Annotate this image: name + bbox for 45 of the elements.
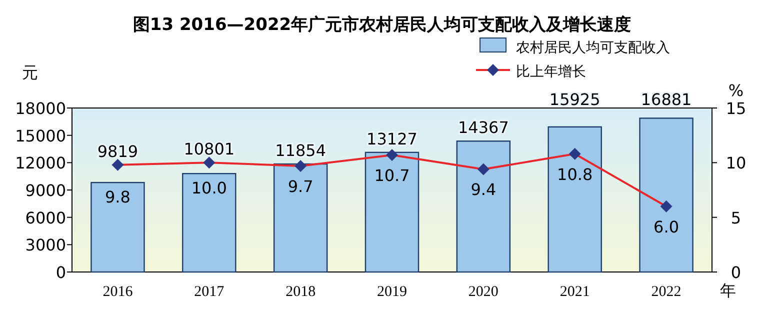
data-label: 9819: [97, 142, 138, 161]
y2-axis-title: %: [728, 81, 744, 100]
bar: [639, 118, 694, 273]
bar: [273, 163, 328, 273]
x-tick-label: 2019: [377, 284, 407, 300]
y-axis-title: 元: [22, 63, 38, 82]
y-tick-label: 15000: [15, 126, 66, 146]
data-label: 13127: [366, 129, 418, 148]
y-tick-label: 0: [56, 263, 66, 282]
bar: [90, 182, 145, 273]
data-label: 9.7: [288, 176, 314, 196]
x-tick-label: 2020: [468, 284, 498, 300]
x-tick-label: 2021: [560, 284, 590, 300]
y-tick-label: 9000: [25, 181, 66, 200]
x-tick-label: 2018: [286, 284, 316, 300]
data-label: 16881: [640, 90, 692, 109]
bar: [548, 126, 602, 273]
y2-tick-label: 10: [726, 154, 746, 173]
legend-label: 农村居民人均可支配收入: [516, 40, 670, 56]
x-axis-title: 年: [720, 281, 736, 300]
data-label: 9.4: [470, 180, 496, 200]
y-tick-label: 12000: [15, 154, 66, 173]
y-tick-label: 18000: [15, 99, 66, 118]
y-tick-label: 6000: [25, 208, 66, 228]
y-tick-label: 3000: [25, 236, 66, 255]
data-label: 15925: [549, 90, 600, 109]
y2-tick-label: 0: [730, 263, 742, 282]
data-label: 14367: [458, 118, 509, 138]
legend-label: 比上年增长: [516, 64, 586, 80]
data-label: 10.7: [374, 166, 410, 186]
data-label: 10801: [184, 140, 235, 159]
x-tick-label: 2017: [194, 284, 225, 300]
chart-title: 图13 2016—2022年广元市农村居民人均可支配收入及增长速度: [132, 15, 632, 35]
data-label: 10.0: [191, 178, 227, 198]
bar: [182, 172, 236, 273]
x-tick-label: 2022: [651, 284, 682, 300]
bar: [364, 152, 420, 273]
y2-tick-label: 15: [726, 99, 746, 118]
data-label: 6.0: [654, 217, 680, 236]
y2-tick-label: 5: [730, 208, 742, 228]
data-label: 11854: [275, 140, 326, 160]
data-label: 9.8: [104, 188, 130, 207]
data-label: 10.8: [557, 164, 593, 184]
x-tick-label: 2016: [102, 284, 134, 300]
bar: [456, 140, 511, 273]
